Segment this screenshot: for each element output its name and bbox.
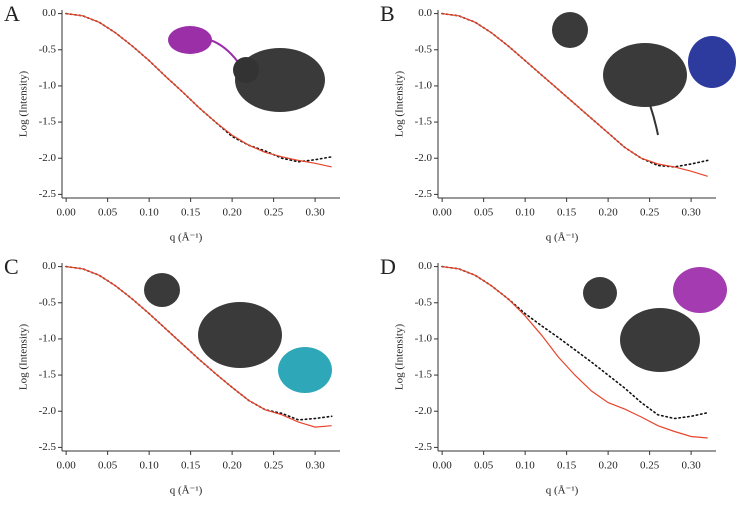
x-tick-label: 0.10 — [140, 460, 160, 472]
protein-structure — [168, 26, 325, 112]
x-tick-label: 0.25 — [264, 207, 284, 219]
x-tick-label: 0.20 — [222, 207, 242, 219]
x-tick-label: 0.15 — [181, 460, 201, 472]
y-tick-label: -1.5 — [415, 369, 433, 381]
x-tick-label: 0.00 — [57, 460, 77, 472]
x-tick-label: 0.10 — [140, 207, 160, 219]
x-tick-label: 0.00 — [57, 207, 77, 219]
panel-letter: D — [380, 254, 396, 279]
x-tick-label: 0.25 — [264, 460, 284, 472]
experimental-curve — [65, 265, 333, 421]
x-tick-label: 0.05 — [98, 460, 118, 472]
x-tick-label: 0.05 — [474, 460, 494, 472]
x-tick-label: 0.00 — [433, 460, 453, 472]
protein-structure — [583, 267, 727, 372]
y-tick-label: -0.5 — [415, 296, 433, 308]
y-axis-label: Log (Intensity) — [394, 71, 406, 138]
y-tick-label: -1.0 — [39, 332, 57, 344]
protein-structure — [552, 12, 736, 136]
x-axis-label: q (Å⁻¹) — [170, 232, 203, 244]
y-tick-label: 0.0 — [418, 260, 432, 272]
y-tick-label: -0.5 — [415, 43, 433, 55]
x-tick-label: 0.30 — [681, 207, 701, 219]
y-axis-label: Log (Intensity) — [394, 324, 406, 391]
y-tick-label: 0.0 — [42, 7, 56, 19]
x-tick-label: 0.25 — [640, 460, 660, 472]
y-tick-label: -2.0 — [39, 405, 57, 417]
y-tick-label: -2.5 — [39, 441, 57, 453]
y-tick-label: -2.0 — [415, 152, 433, 164]
y-tick-label: -2.5 — [415, 441, 433, 453]
y-tick-label: -1.0 — [415, 332, 433, 344]
y-tick-label: -1.0 — [415, 79, 433, 91]
model-curve — [66, 13, 332, 168]
x-tick-label: 0.20 — [598, 460, 618, 472]
panel-letter: A — [4, 1, 20, 26]
y-tick-label: -1.5 — [415, 116, 433, 128]
x-tick-label: 0.25 — [640, 207, 660, 219]
y-tick-label: -2.5 — [39, 188, 57, 200]
protein-structure — [144, 273, 332, 393]
panel-letter: C — [4, 254, 19, 279]
x-tick-label: 0.05 — [98, 207, 118, 219]
panel: 0.0 -0.5 -1.0 -1.5 -2.0 -2.50.00 0.05 0.10 0.15 0… — [4, 1, 340, 244]
y-tick-label: -0.5 — [39, 43, 57, 55]
x-tick-label: 0.15 — [181, 207, 201, 219]
panel: 0.0 -0.5 -1.0 -1.5 -2.0 -2.50.00 0.05 0.10 0.15 0… — [380, 254, 716, 497]
x-tick-label: 0.20 — [598, 207, 618, 219]
y-tick-label: -2.0 — [415, 405, 433, 417]
x-tick-label: 0.20 — [222, 460, 242, 472]
x-axis-label: q (Å⁻¹) — [546, 485, 579, 497]
x-tick-label: 0.15 — [557, 460, 577, 472]
y-tick-label: -1.5 — [39, 369, 57, 381]
y-axis-label: Log (Intensity) — [18, 324, 30, 391]
x-tick-label: 0.30 — [681, 460, 701, 472]
x-tick-label: 0.05 — [474, 207, 494, 219]
x-axis-label: q (Å⁻¹) — [170, 485, 203, 497]
model-curve — [442, 266, 708, 439]
x-axis-label: q (Å⁻¹) — [546, 232, 579, 244]
x-tick-label: 0.30 — [305, 460, 325, 472]
panel: 0.0 -0.5 -1.0 -1.5 -2.0 -2.50.00 0.05 0.10 0.15 0… — [4, 254, 340, 497]
x-tick-label: 0.10 — [516, 460, 536, 472]
y-tick-label: 0.0 — [418, 7, 432, 19]
model-curve — [66, 266, 332, 428]
y-tick-label: 0.0 — [42, 260, 56, 272]
panel: 0.0 -0.5 -1.0 -1.5 -2.0 -2.50.00 0.05 0.10 0.15 0… — [380, 1, 716, 244]
x-tick-label: 0.10 — [516, 207, 536, 219]
y-tick-label: -2.0 — [39, 152, 57, 164]
y-tick-label: -1.5 — [39, 116, 57, 128]
y-tick-label: -2.5 — [415, 188, 433, 200]
panel-letter: B — [380, 1, 395, 26]
model-curve — [442, 13, 708, 177]
x-tick-label: 0.00 — [433, 207, 453, 219]
x-tick-label: 0.30 — [305, 207, 325, 219]
x-tick-label: 0.15 — [557, 207, 577, 219]
y-tick-label: -0.5 — [39, 296, 57, 308]
y-axis-label: Log (Intensity) — [18, 71, 30, 138]
y-tick-label: -1.0 — [39, 79, 57, 91]
